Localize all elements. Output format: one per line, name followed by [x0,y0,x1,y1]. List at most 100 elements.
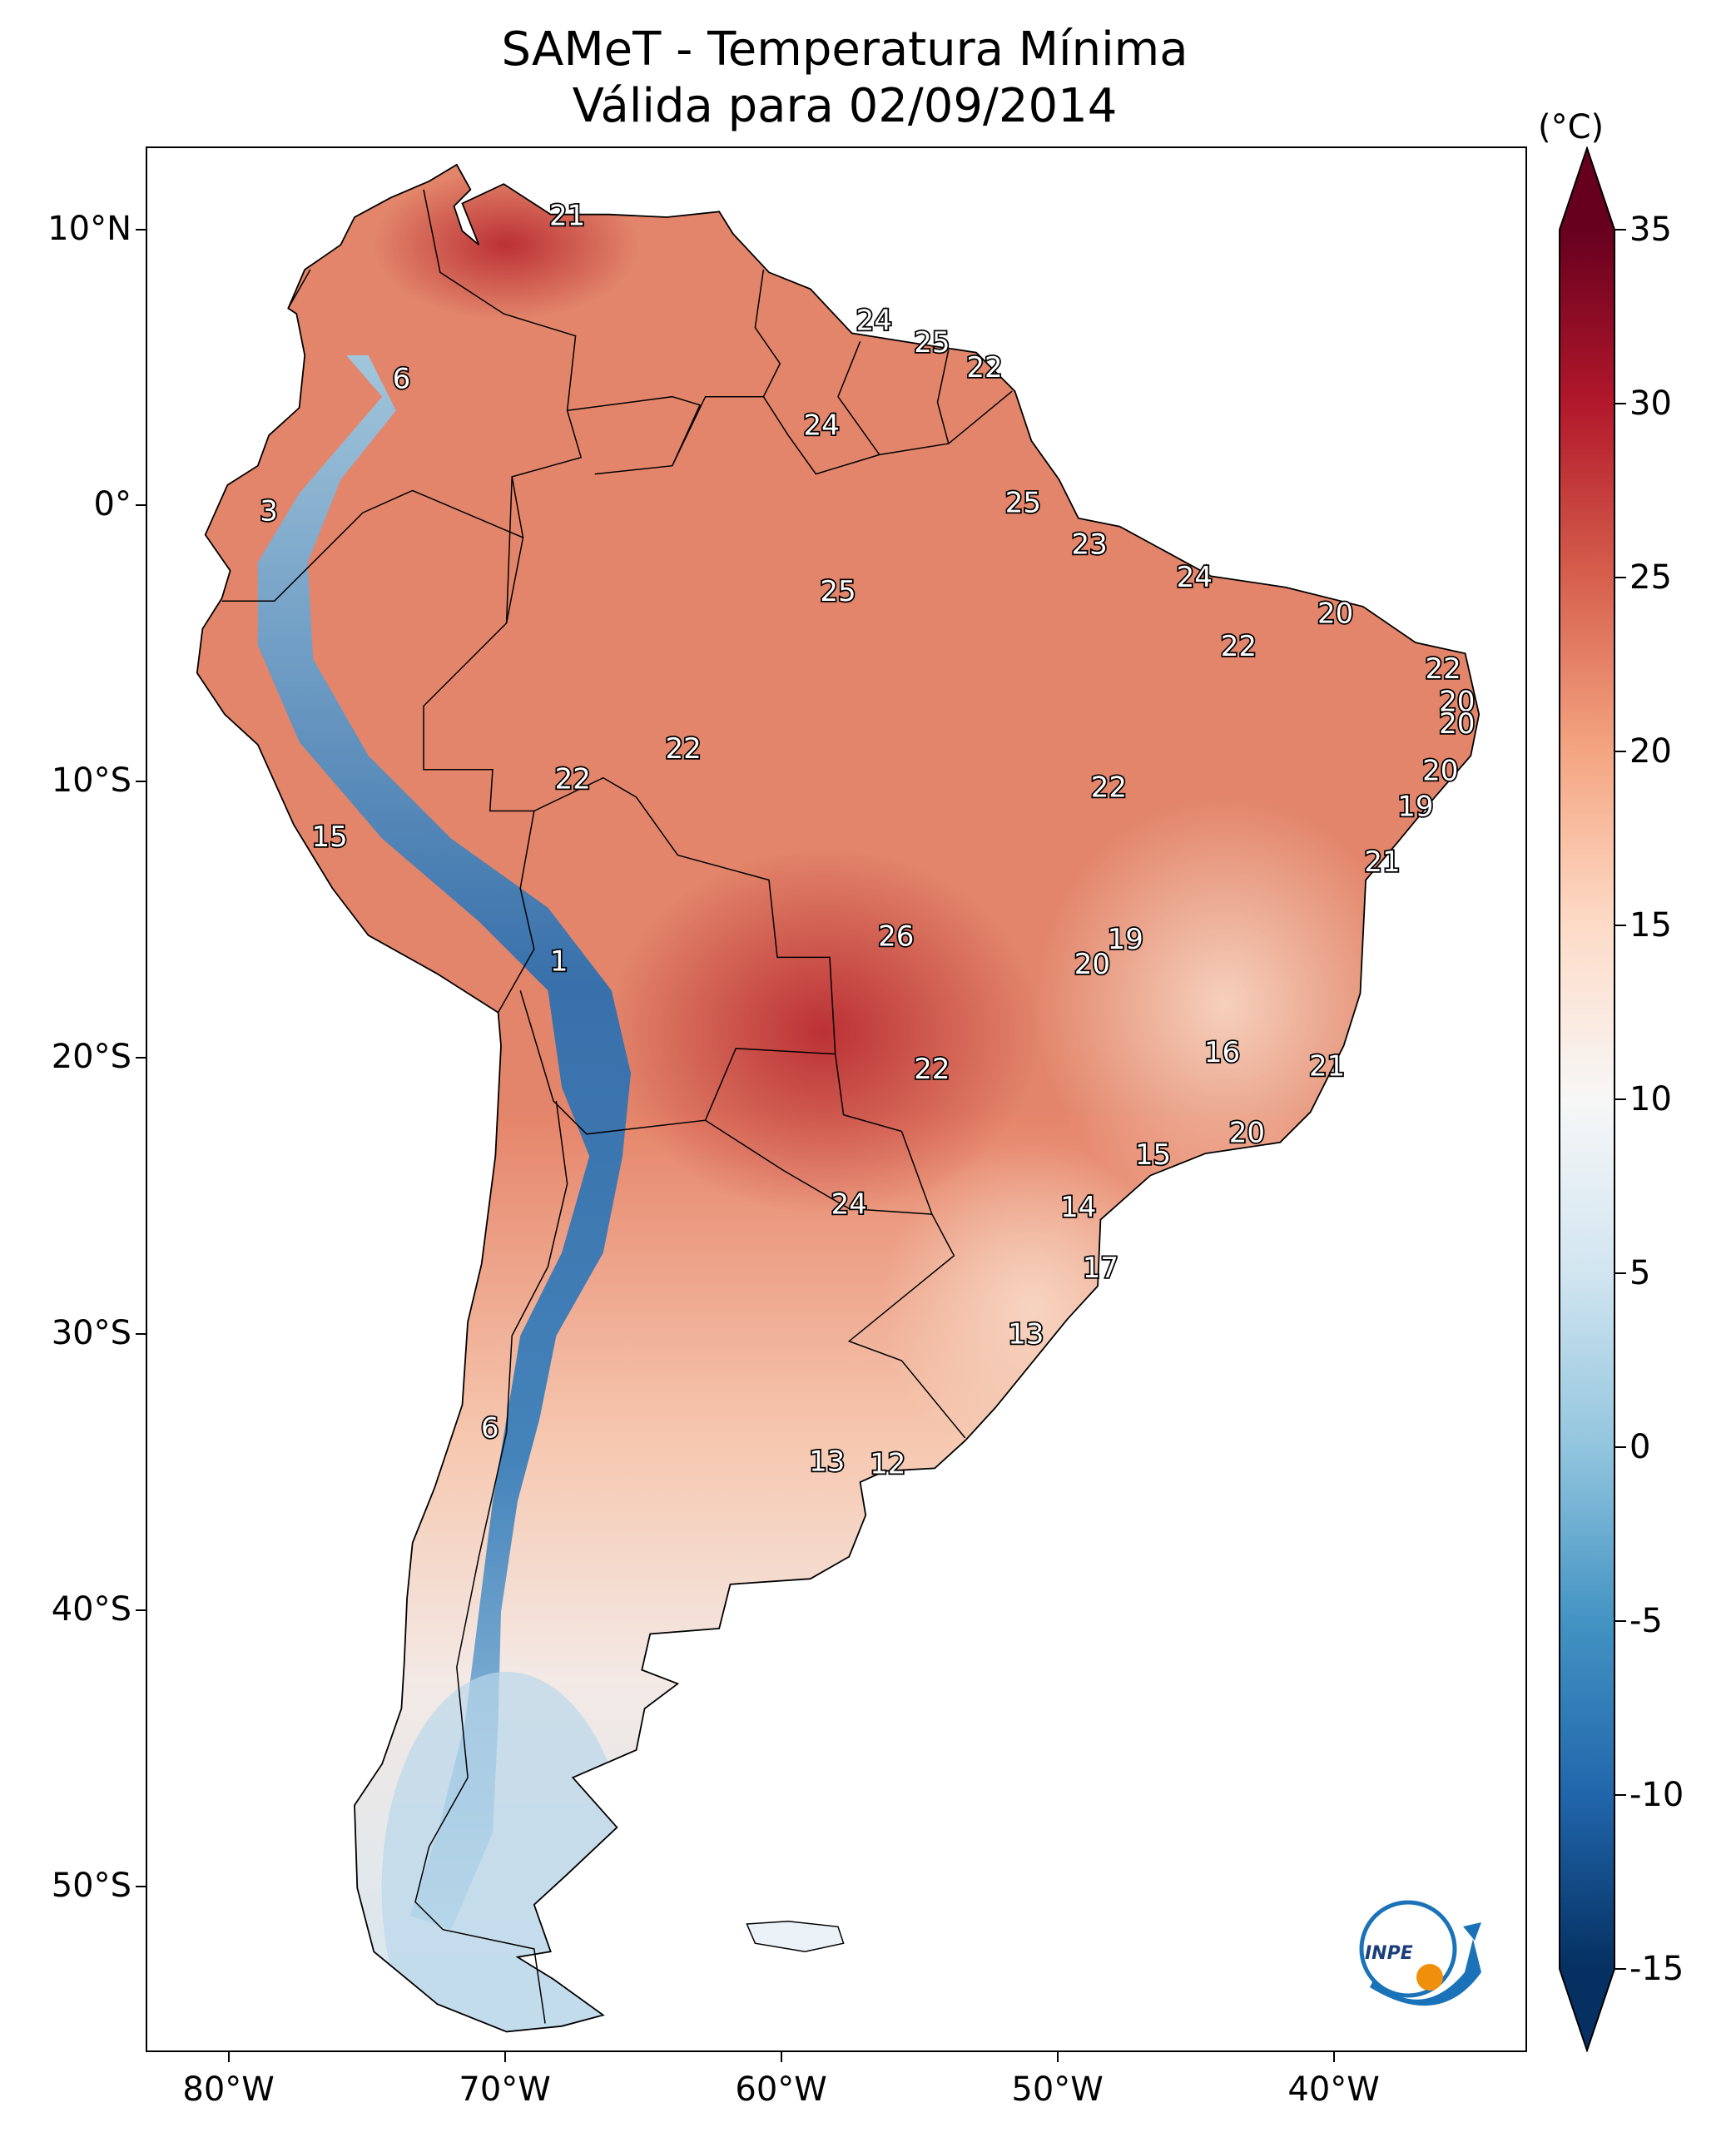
colorbar [1559,146,1616,2052]
station-temperature-label: 17 [1083,1252,1118,1285]
colorbar-tick [1616,1794,1626,1796]
coastline [196,163,1481,2033]
station-temperature-label: 3 [260,495,278,528]
station-temperature-label: 24 [831,1188,867,1222]
border-line [287,269,311,309]
longitude-tick-label: 40°W [1287,2070,1380,2109]
colorbar-tick-label: -5 [1629,1602,1663,1640]
station-temperature-label: 22 [1425,652,1461,686]
southern-cool-gradient [196,1114,1480,2032]
station-temperature-label: 22 [1221,630,1257,663]
station-temperature-label: 26 [878,920,914,954]
map-title: SAMeT - Temperatura Mínima [501,22,1188,77]
colorbar-tick-label: 15 [1629,906,1672,945]
latitude-tick-mark [136,228,146,231]
longitude-tick-mark [780,2052,782,2062]
longitude-tick-label: 60°W [735,2070,827,2109]
station-temperature-label: 21 [1364,845,1400,879]
station-temperature-label: 15 [311,821,347,854]
colorbar-tick [1616,1446,1626,1448]
colorbar-tick [1616,1968,1626,1970]
colorbar-tick [1616,1620,1626,1622]
latitude-tick-label: 40°S [51,1589,131,1629]
border-line [414,1100,568,2024]
station-temperature-label: 25 [1005,487,1041,520]
station-temperature-label: 21 [1309,1050,1345,1083]
station-temperature-label: 6 [481,1411,499,1445]
station-temperature-label: 16 [1204,1036,1240,1069]
latitude-tick-label: 50°S [51,1866,131,1905]
colorbar-tick [1616,1098,1626,1100]
latitude-tick-mark [136,1609,146,1611]
colorbar-tick [1616,1272,1626,1274]
latitude-tick-label: 30°S [51,1314,131,1353]
station-temperature-label: 22 [665,732,701,766]
longitude-tick-mark [503,2052,506,2062]
colorbar-unit: (°C) [1538,108,1605,146]
border-line [705,1119,932,1215]
border-line [754,269,1013,475]
border-line [519,989,836,1135]
logo-sun-icon [1416,1964,1443,1991]
border-line [423,476,966,1439]
colorbar-tick [1616,925,1626,926]
station-temperature-label: 22 [914,1053,950,1086]
colorbar-tick-label: 5 [1629,1254,1651,1292]
colorbar-tick-label: 20 [1629,732,1672,771]
station-temperature-label: 20 [1439,707,1475,741]
longitude-tick-mark [1056,2052,1059,2062]
station-temperature-label: 19 [1108,923,1143,956]
station-temperature-label: 12 [870,1448,905,1481]
colorbar-max-extend [1560,148,1614,230]
border-line [837,341,880,455]
station-temperature-label: 24 [856,305,892,338]
border-line [936,350,950,444]
station-temperature-label: 22 [555,763,591,796]
colorbar-tick [1616,229,1626,231]
station-temperature-label: 20 [1317,597,1353,630]
station-temperature-label: 22 [1091,771,1127,805]
hot-core-chaco [608,849,1041,1216]
latitude-tick-mark [136,1333,146,1336]
latitude-tick-mark [136,1885,146,1887]
colorbar-tick-label: -15 [1629,1950,1684,1988]
longitude-tick-mark [1332,2052,1335,2062]
colorbar-min-extend [1560,1969,1614,2050]
colorbar-tick-label: 30 [1629,384,1672,423]
station-temperature-label: 20 [1074,948,1110,981]
station-temperature-label: 25 [820,575,856,608]
logo-swoosh [1370,1939,1481,2006]
station-temperature-label: 13 [1008,1318,1044,1351]
hot-core-venezuela [373,170,640,320]
longitude-tick-label: 80°W [182,2070,275,2109]
logo-ring [1359,1900,1457,1998]
border-line [497,811,535,1014]
colorbar-tick-label: 35 [1629,211,1672,249]
station-temperature-label: 21 [549,200,585,233]
andes-cold-band [257,355,631,1930]
cool-south-brazil [881,1141,1182,1475]
patagonia-cool [381,1671,632,2032]
longitude-tick-label: 50°W [1011,2070,1104,2109]
latitude-tick-mark [136,504,146,507]
colorbar-tick-label: 0 [1629,1428,1651,1466]
station-temperature-label: 25 [914,326,950,359]
inpe-logo: INPE [1359,1900,1481,2006]
station-temperature-label: 20 [1439,686,1475,719]
falkland-islands [746,1920,845,1952]
logo-text: INPE [1365,1943,1413,1964]
border-line [423,189,583,623]
latitude-tick-mark [136,1057,146,1059]
station-temperature-label: 20 [1229,1116,1265,1149]
station-temperature-label: 24 [803,409,839,443]
map-area: 21 24 25 22 6 24 3 25 23 24 20 25 22 22 20 20 22 22 22 20 19… [146,146,1527,2052]
longitude-tick-mark [227,2052,230,2062]
colorbar-tick-label: 10 [1629,1080,1672,1118]
colorbar-tick [1616,751,1626,752]
map-subtitle: Válida para 02/09/2014 [572,79,1118,133]
border-line [567,395,702,475]
station-temperature-label: 1 [550,945,568,979]
station-temperature-label: 13 [809,1445,845,1478]
